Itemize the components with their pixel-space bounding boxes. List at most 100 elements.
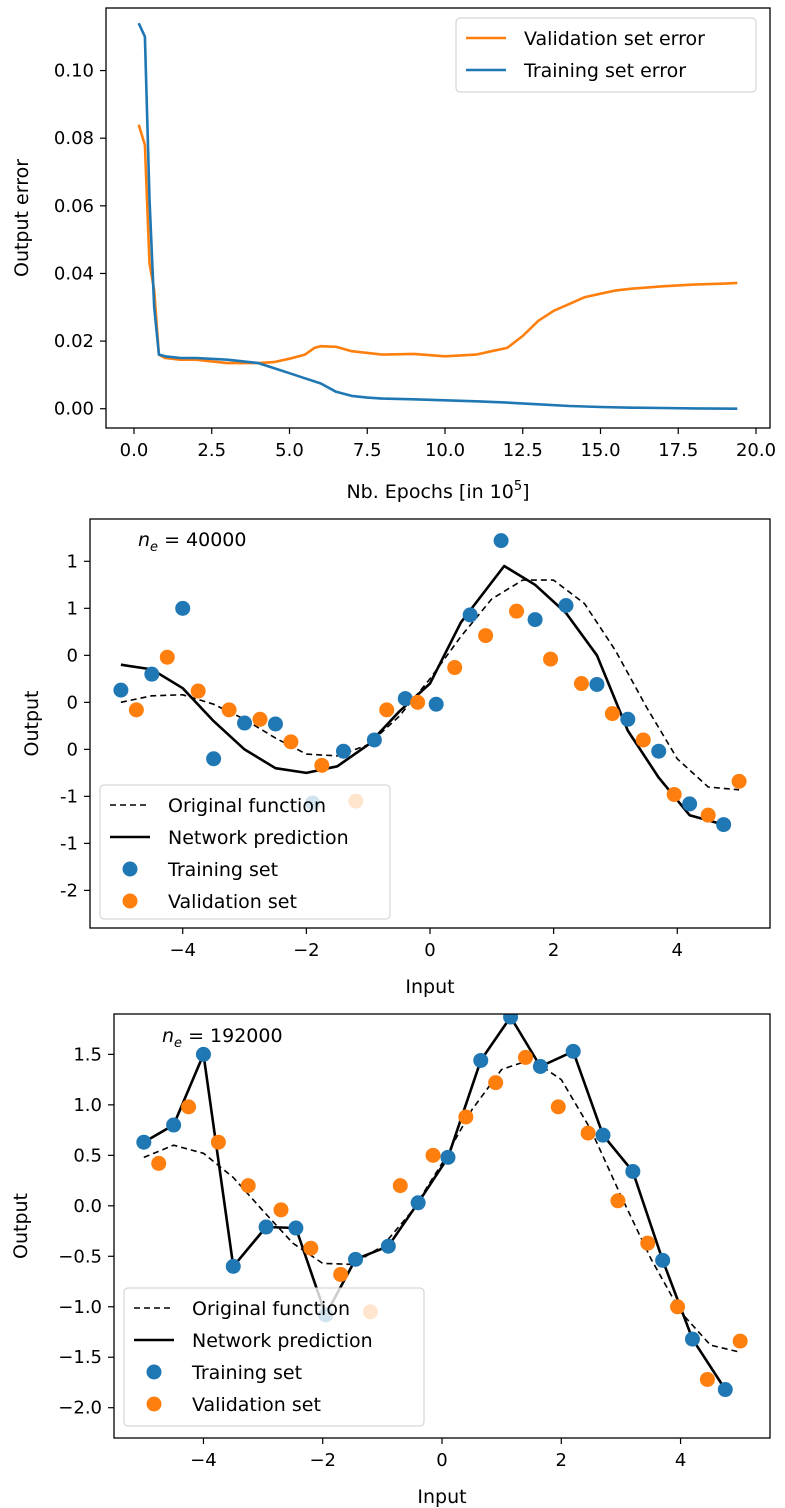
data-point-validation-set [700, 807, 716, 823]
legend: Validation set error Training set error [455, 17, 757, 93]
legend-label: Training set error [523, 60, 686, 82]
data-point-training-set [682, 796, 698, 812]
data-point-validation-set [190, 683, 206, 699]
y-tick-label: 1.0 [73, 1095, 102, 1116]
data-point-validation-set [447, 660, 463, 676]
data-point-validation-set [635, 732, 651, 748]
y-tick-label: 0.06 [54, 196, 94, 217]
data-point-validation-set [425, 1147, 441, 1163]
data-point-validation-set [221, 702, 237, 718]
legend-label: Validation set error [524, 28, 705, 50]
legend: Original function Network prediction Train… [99, 784, 391, 920]
x-tick-label: 0 [424, 940, 435, 961]
legend-label: Validation set [192, 1394, 321, 1416]
y-tick-label: -2 [60, 880, 78, 901]
legend-label: Original function [168, 795, 326, 817]
data-point-validation-set [517, 1049, 533, 1065]
legend-swatch [122, 861, 138, 877]
chart-panel-2: −4 −2 0 2 4 -2 -1 -1 0 0 0 1 1 Input Output ne = 40000 O… [21, 518, 771, 998]
data-point-training-set [625, 1163, 641, 1179]
data-point-training-set [558, 598, 574, 614]
series-line-training-set-error [137, 22, 738, 410]
x-tick-label: 20.0 [736, 440, 776, 461]
series-line-original-function [143, 1058, 741, 1353]
legend-swatch [122, 893, 138, 909]
data-point-training-set [565, 1043, 581, 1059]
data-point-validation-set [699, 1371, 715, 1387]
data-point-training-set [348, 1251, 364, 1267]
x-tick-label: 10.0 [425, 440, 465, 461]
x-tick-label: 2 [556, 1450, 567, 1471]
plot-area [136, 1014, 748, 1398]
legend-label: Original function [192, 1298, 350, 1320]
legend-label: Network prediction [168, 827, 349, 849]
data-point-validation-set [666, 786, 682, 802]
x-tick-label: 2 [548, 940, 559, 961]
data-point-validation-set [379, 702, 395, 718]
y-tick-label: 0.04 [54, 263, 94, 284]
y-tick-label: 1.5 [73, 1044, 102, 1065]
data-point-training-set [258, 1219, 274, 1235]
y-tick-label: 1 [67, 598, 78, 619]
data-point-validation-set [670, 1299, 686, 1315]
series-line-validation-set-error [137, 124, 738, 365]
data-point-training-set [716, 817, 732, 833]
data-point-training-set [335, 743, 351, 759]
data-point-training-set [225, 1258, 241, 1274]
legend: Original function Network prediction Train… [123, 1287, 425, 1427]
data-point-training-set [462, 607, 478, 623]
y-axis-label: Output error [11, 159, 33, 277]
data-point-validation-set [478, 628, 494, 644]
x-axis-label: Input [405, 976, 454, 998]
x-tick-label: 12.5 [503, 440, 543, 461]
x-tick-label: 7.5 [353, 440, 382, 461]
x-tick-label: 5.0 [275, 440, 304, 461]
series-line-network-prediction [143, 1015, 727, 1391]
data-point-validation-set [273, 1202, 289, 1218]
data-point-training-set [267, 716, 283, 732]
data-point-validation-set [509, 603, 525, 619]
plot-frame [89, 518, 771, 929]
x-tick-label: 0 [436, 1450, 447, 1471]
data-point-training-set [195, 1046, 211, 1062]
data-point-validation-set [240, 1178, 256, 1194]
data-point-validation-set [543, 651, 559, 667]
y-tick-label: -1 [60, 786, 78, 807]
x-axis-label: Nb. Epochs [in 105] [346, 479, 529, 503]
data-point-training-set [366, 732, 382, 748]
data-point-training-set [113, 682, 129, 698]
data-point-validation-set [604, 706, 620, 722]
data-point-validation-set [610, 1193, 626, 1209]
y-tick-label: −0.5 [58, 1246, 102, 1267]
data-point-training-set [144, 666, 160, 682]
data-point-training-set [136, 1134, 152, 1150]
data-point-validation-set [128, 702, 144, 718]
data-point-validation-set [732, 1333, 748, 1349]
x-tick-label: 15.0 [580, 440, 620, 461]
data-point-validation-set [550, 1099, 566, 1115]
y-tick-label: −1.5 [58, 1347, 102, 1368]
legend-frame [455, 17, 757, 93]
x-tick-label: 17.5 [658, 440, 698, 461]
plot-frame [113, 1013, 771, 1439]
data-point-validation-set [283, 734, 299, 750]
y-tick-label: 1 [67, 551, 78, 572]
y-axis-label: Output [10, 1193, 32, 1259]
x-tick-label: 4 [675, 1450, 686, 1471]
legend-label: Training set [191, 1362, 302, 1384]
data-point-validation-set [151, 1155, 167, 1171]
data-point-training-set [473, 1052, 489, 1068]
data-point-validation-set [181, 1099, 197, 1115]
y-tick-label: -1 [60, 833, 78, 854]
y-tick-label: 0 [67, 645, 78, 666]
x-tick-label: −2 [309, 1450, 336, 1471]
data-point-validation-set [333, 1266, 349, 1282]
data-point-training-set [717, 1382, 733, 1398]
data-point-training-set [527, 612, 543, 628]
data-point-training-set [380, 1238, 396, 1254]
legend-swatch [146, 1396, 162, 1412]
data-point-training-set [175, 600, 191, 616]
x-tick-label: −2 [293, 940, 320, 961]
data-point-training-set [237, 715, 253, 731]
